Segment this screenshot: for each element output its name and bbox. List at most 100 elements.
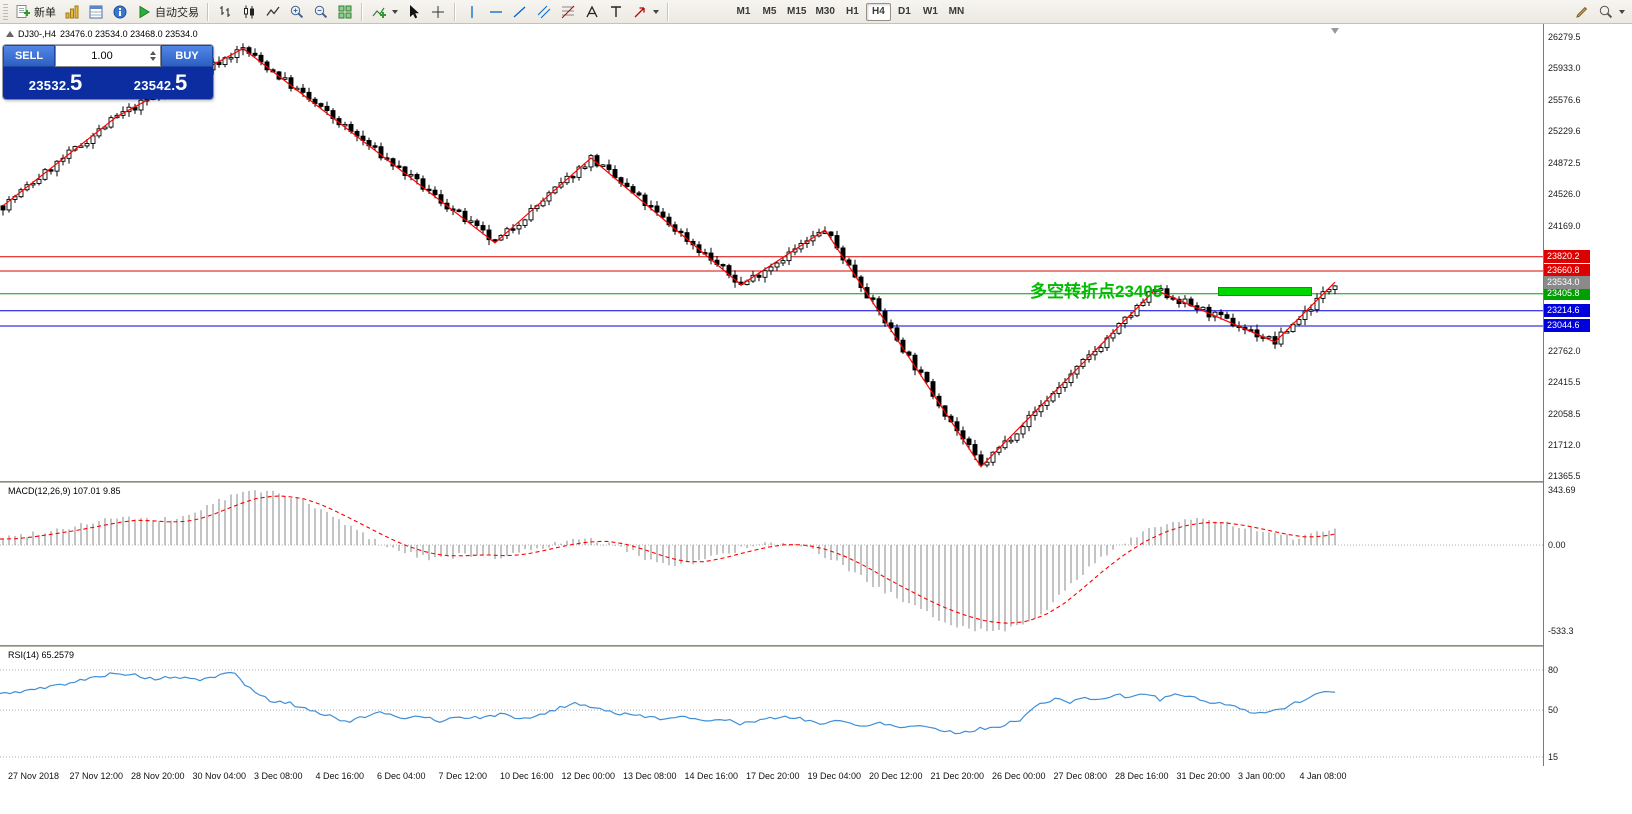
timeframe-m5-button[interactable]: M5 <box>762 6 777 17</box>
candlestick-button[interactable] <box>237 2 261 22</box>
macd-histogram <box>2 490 1336 632</box>
time-axis-label: 19 Dec 04:00 <box>807 771 862 781</box>
line-chart-icon <box>266 6 280 16</box>
arrow-tool-icon <box>634 6 645 17</box>
price-tick-label: 21365.5 <box>1548 470 1581 481</box>
buy-price[interactable]: 23542. 5 <box>134 72 188 94</box>
crosshair-button[interactable] <box>426 2 450 22</box>
buy-price-big-digit: 5 <box>175 70 188 95</box>
trade-panel-controls: SELL 1.00 BUY <box>3 45 213 67</box>
trade-panel-prices: 23532. 5 23542. 5 <box>3 67 213 99</box>
main-chart[interactable] <box>0 24 1543 481</box>
chart-window: DJ30-,H4 23476.0 23534.0 23468.0 23534.0… <box>0 24 1632 814</box>
time-axis-label: 26 Dec 00:00 <box>992 771 1046 781</box>
toolbar-separator <box>207 2 209 21</box>
autotrading-label: 自动交易 <box>155 6 199 19</box>
price-tick-label: 25576.6 <box>1548 94 1581 105</box>
highlight-bar[interactable] <box>1218 287 1312 296</box>
navigator-button[interactable] <box>108 2 132 22</box>
price-level-badge: 23214.6 <box>1544 304 1590 318</box>
timeframe-m30-button[interactable]: M30 <box>815 6 835 17</box>
text-button[interactable] <box>580 2 604 22</box>
price-tick-label: 25933.0 <box>1548 62 1581 73</box>
rsi-tick-label: 80 <box>1548 665 1559 675</box>
autotrading-icon <box>139 5 150 18</box>
collapse-panel-icon[interactable] <box>6 31 14 37</box>
time-axis-label: 28 Nov 20:00 <box>131 771 185 781</box>
timeframe-m1-button[interactable]: M1 <box>736 6 751 17</box>
trendline-button[interactable] <box>508 2 532 22</box>
macd-indicator-label: MACD(12,26,9) 107.01 9.85 <box>8 486 121 496</box>
timeframe-h1-button[interactable]: H1 <box>846 6 859 17</box>
price-tick-label: 21712.0 <box>1548 440 1581 451</box>
rsi-panel[interactable] <box>0 647 1543 766</box>
bar-chart-button[interactable] <box>213 2 237 22</box>
indicators-icon <box>372 7 386 18</box>
line-chart-button[interactable] <box>261 2 285 22</box>
time-axis-label: 14 Dec 16:00 <box>684 771 739 781</box>
market-watch-button[interactable] <box>60 2 84 22</box>
new-order-icon <box>16 4 30 18</box>
zigzag-line[interactable] <box>2 47 1336 468</box>
cursor-button[interactable] <box>402 2 426 22</box>
channel-button[interactable] <box>532 2 556 22</box>
crosshair-icon <box>432 5 444 18</box>
toolbar-grip[interactable] <box>3 3 8 20</box>
buy-button[interactable]: BUY <box>161 45 213 67</box>
timeframe-d1-button[interactable]: D1 <box>898 6 911 17</box>
price-axis[interactable]: 26279.5 25933.0 25576.6 25229.6 24872.5 24526… <box>1544 24 1632 766</box>
time-axis[interactable]: 27 Nov 2018 27 Nov 12:00 28 Nov 20:00 30 No… <box>0 766 1632 814</box>
time-axis-label: 13 Dec 08:00 <box>623 771 677 781</box>
panel-splitter[interactable] <box>0 481 1632 483</box>
text-label-button[interactable] <box>604 2 628 22</box>
price-level-badge: 23660.8 <box>1544 264 1590 278</box>
spinner-up-icon[interactable] <box>150 51 156 55</box>
data-window-button[interactable] <box>84 2 108 22</box>
zoom-in-button[interactable] <box>285 2 309 22</box>
horizontal-line-button[interactable] <box>484 2 508 22</box>
tile-windows-button[interactable] <box>333 2 357 22</box>
timeframe-m15-button[interactable]: M15 <box>787 6 807 17</box>
time-axis-label: 4 Dec 16:00 <box>315 771 365 781</box>
timeframe-h4-button[interactable]: H4 <box>865 2 891 21</box>
volume-value[interactable]: 1.00 <box>91 50 113 62</box>
macd-panel[interactable] <box>0 483 1543 645</box>
symbol-period-label: DJ30-,H4 <box>18 29 57 39</box>
toolbar-separator <box>361 2 363 21</box>
navigator-icon <box>113 5 127 18</box>
indicators-button[interactable] <box>367 2 402 22</box>
sell-price-big-digit: 5 <box>70 70 83 95</box>
annotation-text[interactable]: 多空转折点23405 <box>1030 282 1163 301</box>
buy-price-main: 23542 <box>133 78 172 93</box>
sell-button[interactable]: SELL <box>3 45 55 67</box>
volume-spinner[interactable] <box>148 51 158 61</box>
new-order-button[interactable]: 新单 <box>11 2 60 22</box>
trendline-icon <box>513 6 526 17</box>
time-axis-label: 3 Jan 00:00 <box>1238 771 1286 781</box>
arrows-button[interactable] <box>628 2 663 22</box>
data-window-icon <box>89 5 103 18</box>
sell-price[interactable]: 23532. 5 <box>29 72 83 94</box>
zoom-out-button[interactable] <box>309 2 333 22</box>
spinner-down-icon[interactable] <box>150 57 156 61</box>
candlestick-icon <box>244 5 254 18</box>
vertical-line-button[interactable] <box>460 2 484 22</box>
autotrading-button[interactable]: 自动交易 <box>132 2 203 22</box>
time-axis-label: 20 Dec 12:00 <box>869 771 923 781</box>
rsi-indicator-label: RSI(14) 65.2579 <box>8 650 75 660</box>
time-axis-label: 17 Dec 20:00 <box>746 771 800 781</box>
edit-button[interactable] <box>1570 2 1594 22</box>
time-axis-label: 4 Jan 08:00 <box>1299 771 1347 781</box>
fibonacci-button[interactable] <box>556 2 580 22</box>
timeframe-mn-button[interactable]: MN <box>948 6 965 17</box>
price-axis-border <box>1543 24 1544 766</box>
channel-icon <box>537 5 551 18</box>
macd-tick-label: 0.00 <box>1548 540 1566 550</box>
search-button[interactable] <box>1594 2 1629 22</box>
time-axis-label: 27 Nov 12:00 <box>69 771 124 781</box>
chart-shift-marker[interactable] <box>1331 28 1339 34</box>
panel-splitter[interactable] <box>0 645 1632 647</box>
text-icon <box>586 5 598 17</box>
volume-field[interactable]: 1.00 <box>55 45 161 67</box>
timeframe-w1-button[interactable]: W1 <box>922 6 938 17</box>
